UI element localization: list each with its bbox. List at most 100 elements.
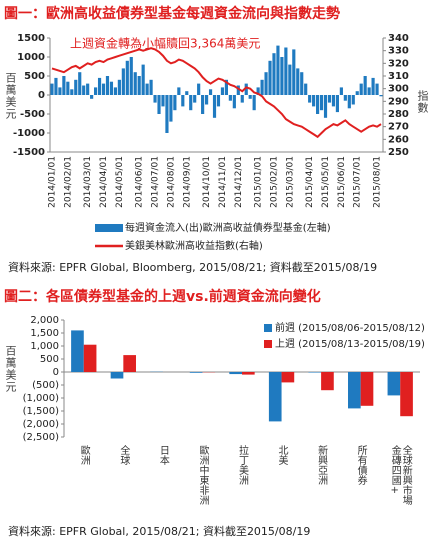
bar: [185, 91, 189, 95]
annotation: 上週資金轉為小幅贖回3,364萬美元: [70, 36, 260, 51]
y-axis-label: 百萬美元: [4, 72, 17, 120]
bar: [351, 95, 355, 105]
y2-tick-label: 290: [388, 96, 409, 107]
bar: [304, 83, 308, 95]
bar: [264, 72, 268, 95]
bar: [58, 87, 62, 95]
bar: [296, 68, 300, 95]
bar: [54, 77, 58, 95]
bar: [97, 77, 102, 95]
bar: [74, 79, 78, 95]
line: [51, 47, 382, 139]
y-tick-label: (1,500): [23, 406, 60, 417]
bar: [367, 87, 371, 95]
bar: [319, 95, 324, 111]
bar: [94, 87, 98, 95]
bar: [281, 372, 295, 383]
source: 資料來源: EPFR Global, 2015/08/21; 資料截至2015/…: [8, 524, 310, 538]
bar: [205, 95, 209, 105]
bar: [197, 83, 201, 95]
x-tick-label: 2014/03/01: [83, 156, 93, 208]
bar: [355, 91, 359, 95]
x-tick-label: 北美: [276, 445, 288, 465]
legend-label: 前週 (2015/08/06-2015/08/12): [275, 321, 425, 334]
bar: [359, 83, 363, 95]
bar: [216, 95, 221, 107]
bar: [292, 49, 296, 95]
y2-tick-label: 320: [388, 58, 409, 69]
x-tick-label: 2015/05/01: [321, 156, 331, 208]
bar: [360, 372, 374, 406]
bar: [121, 68, 125, 95]
y2-tick-label: 340: [388, 33, 409, 44]
bar: [157, 95, 161, 114]
x-tick-label: 2014/05/01: [115, 156, 125, 208]
x-tick-label: 新興亞洲: [315, 445, 327, 485]
bar: [189, 95, 193, 111]
bar: [335, 95, 339, 113]
bar: [236, 85, 240, 95]
x-tick-label: 2015/02/01: [269, 156, 279, 208]
chart-title: 圖一：歐洲高收益債券型基金每週資金流向與指數走勢: [4, 5, 340, 22]
bar: [78, 72, 82, 95]
bar: [161, 95, 165, 107]
x-tick-label: 全球: [117, 445, 129, 465]
y2-tick-label: 260: [388, 134, 409, 145]
x-tick-label: 2014/09/01: [182, 156, 192, 208]
bar: [220, 87, 225, 95]
legend-label: 上週 (2015/08/13-2015/08/19): [275, 338, 425, 350]
bar: [208, 89, 213, 95]
bar: [66, 81, 70, 95]
x-tick-label: 2015/01/01: [254, 156, 264, 208]
y-tick-label: -1500: [13, 147, 45, 158]
y2-tick-label: 330: [388, 46, 409, 57]
bar: [110, 372, 124, 379]
bar: [101, 83, 106, 95]
y-tick-label: 0: [38, 90, 45, 101]
bar: [177, 87, 181, 95]
legend-label: 每週資金流入(出)歐洲高收益債券型基金(左軸): [125, 221, 331, 234]
y-tick-label: -500: [20, 109, 45, 120]
bar: [321, 372, 334, 391]
bar: [327, 95, 332, 103]
x-tick-label: 2014/11/01: [218, 156, 228, 208]
x-tick-label: 歐洲: [78, 445, 90, 465]
x-tick-label: 拉丁美洲: [236, 445, 248, 485]
y2-tick-label: 280: [388, 109, 409, 120]
bar: [212, 95, 217, 118]
bar: [312, 95, 316, 107]
bar: [308, 95, 312, 103]
x-tick-label: 歐洲中東非洲: [196, 445, 208, 505]
bar: [90, 95, 94, 99]
x-tick-label: 2014/01/01: [47, 156, 57, 208]
bar: [117, 79, 121, 95]
bar: [137, 76, 141, 95]
y-tick-label: 1,000: [30, 341, 59, 352]
bar: [224, 79, 228, 95]
y-tick-label: (2,000): [23, 419, 60, 430]
bar: [105, 76, 110, 95]
y-tick-label: 1000: [17, 52, 45, 63]
bar: [181, 95, 185, 107]
bar: [348, 372, 361, 409]
x-tick-label: 2015/07/01: [353, 156, 363, 208]
y-tick-label: (2,500): [23, 432, 60, 443]
bar: [133, 72, 137, 95]
bar: [343, 95, 347, 101]
legend-swatch: [264, 340, 272, 348]
bar: [62, 76, 66, 95]
y-tick-label: -1000: [13, 128, 45, 139]
y-tick-label: (500): [32, 380, 59, 391]
bar: [316, 95, 320, 114]
bar: [165, 95, 169, 133]
bar: [308, 372, 322, 373]
bar: [284, 47, 288, 95]
bar: [125, 60, 129, 95]
legend-label: 美銀美林歐洲高收益指數(右軸): [125, 239, 263, 252]
bar: [248, 95, 252, 99]
bar: [169, 95, 173, 122]
x-tick-label: 2015/08/01: [373, 156, 383, 208]
bar: [70, 89, 74, 95]
bar: [240, 95, 244, 103]
